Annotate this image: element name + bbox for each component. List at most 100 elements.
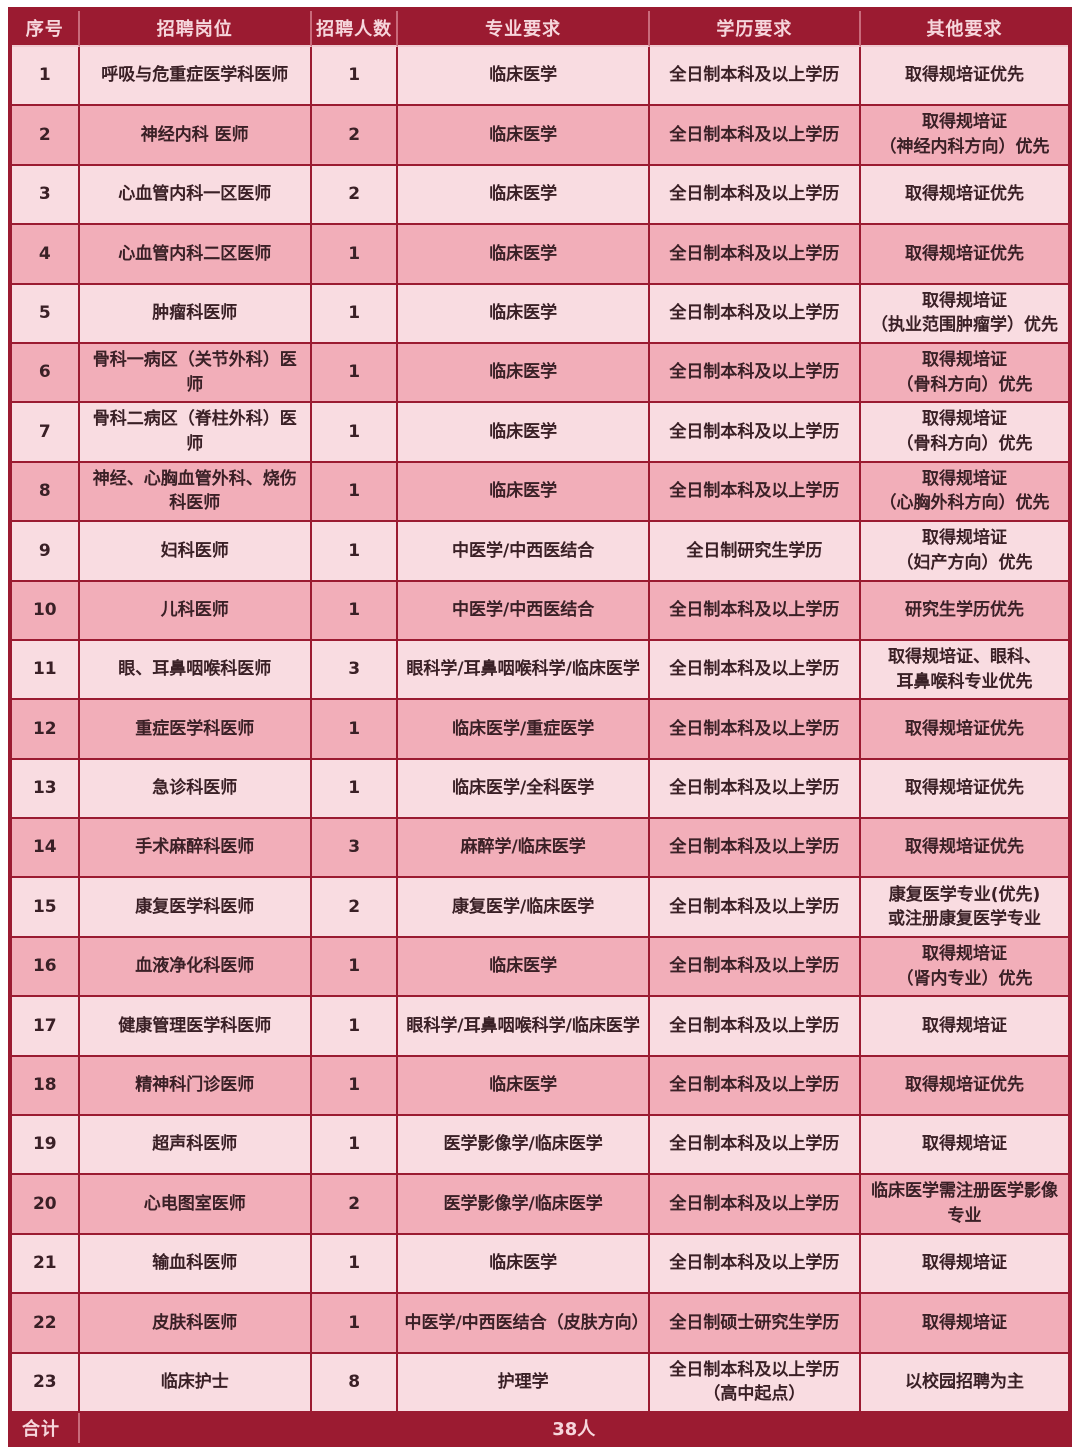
position-cell: 心血管内科一区医师 <box>79 165 312 226</box>
major-cell: 医学影像学/临床医学 <box>398 1175 650 1235</box>
education-cell: 全日制本科及以上学历 <box>649 284 861 344</box>
header-major: 专业要求 <box>398 11 650 47</box>
major-cell: 临床医学 <box>398 106 650 166</box>
table-row: 5 肿瘤科医师 1 临床医学 全日制本科及以上学历 取得规培证 （执业范围肿瘤学… <box>12 284 1068 344</box>
other-cell: 取得规培证 （神经内科方向）优先 <box>860 106 1068 166</box>
education-cell: 全日制本科及以上学历 <box>649 403 861 463</box>
major-cell: 眼科学/耳鼻咽喉科学/临床医学 <box>398 640 650 701</box>
major-cell: 护理学 <box>398 1353 650 1413</box>
education-cell: 全日制本科及以上学历 <box>649 937 861 998</box>
header-count: 招聘人数 <box>311 11 399 47</box>
education-cell: 全日制本科及以上学历 <box>649 165 861 226</box>
table-row: 13 急诊科医师 1 临床医学/全科医学 全日制本科及以上学历 取得规培证优先 <box>12 759 1068 820</box>
major-cell: 医学影像学/临床医学 <box>398 1116 650 1176</box>
other-cell: 取得规培证优先 <box>860 1056 1068 1117</box>
major-cell: 临床医学 <box>398 225 650 285</box>
education-cell: 全日制本科及以上学历 <box>649 47 861 107</box>
other-cell: 取得规培证 <box>860 1116 1068 1176</box>
row-number-cell: 13 <box>12 759 80 820</box>
major-cell: 临床医学 <box>398 1056 650 1117</box>
count-cell: 1 <box>311 225 399 285</box>
position-cell: 急诊科医师 <box>79 759 312 820</box>
table-row: 1 呼吸与危重症医学科医师 1 临床医学 全日制本科及以上学历 取得规培证优先 <box>12 47 1068 107</box>
count-cell: 1 <box>311 462 399 523</box>
education-cell: 全日制本科及以上学历 <box>649 878 861 938</box>
row-number-cell: 15 <box>12 878 80 938</box>
table-row: 16 血液净化科医师 1 临床医学 全日制本科及以上学历 取得规培证 （肾内专业… <box>12 937 1068 998</box>
row-number-cell: 20 <box>12 1175 80 1235</box>
table-row: 19 超声科医师 1 医学影像学/临床医学 全日制本科及以上学历 取得规培证 <box>12 1116 1068 1176</box>
table-row: 14 手术麻醉科医师 3 麻醉学/临床医学 全日制本科及以上学历 取得规培证优先 <box>12 819 1068 879</box>
row-number-cell: 2 <box>12 106 80 166</box>
other-cell: 取得规培证 （骨科方向）优先 <box>860 403 1068 463</box>
other-cell: 取得规培证 （肾内专业）优先 <box>860 937 1068 998</box>
table-footer: 合计 38人 <box>12 1413 1068 1443</box>
other-cell: 取得规培证、眼科、 耳鼻喉科专业优先 <box>860 640 1068 701</box>
row-number-cell: 17 <box>12 997 80 1057</box>
position-cell: 肿瘤科医师 <box>79 284 312 344</box>
row-number-cell: 12 <box>12 700 80 760</box>
education-cell: 全日制本科及以上学历 <box>649 700 861 760</box>
education-cell: 全日制本科及以上学历 <box>649 1175 861 1235</box>
row-number-cell: 9 <box>12 522 80 582</box>
major-cell: 麻醉学/临床医学 <box>398 819 650 879</box>
count-cell: 2 <box>311 165 399 226</box>
other-cell: 取得规培证 （心胸外科方向）优先 <box>860 462 1068 523</box>
table-header: 序号 招聘岗位 招聘人数 专业要求 学历要求 其他要求 <box>12 11 1068 47</box>
education-cell: 全日制本科及以上学历 <box>649 581 861 641</box>
row-number-cell: 19 <box>12 1116 80 1176</box>
major-cell: 临床医学 <box>398 343 650 404</box>
position-cell: 输血科医师 <box>79 1234 312 1295</box>
education-cell: 全日制硕士研究生学历 <box>649 1294 861 1354</box>
position-cell: 妇科医师 <box>79 522 312 582</box>
count-cell: 1 <box>311 284 399 344</box>
position-cell: 重症医学科医师 <box>79 700 312 760</box>
table-row: 12 重症医学科医师 1 临床医学/重症医学 全日制本科及以上学历 取得规培证优… <box>12 700 1068 760</box>
count-cell: 1 <box>311 581 399 641</box>
count-cell: 1 <box>311 1234 399 1295</box>
education-cell: 全日制本科及以上学历 <box>649 462 861 523</box>
major-cell: 临床医学 <box>398 462 650 523</box>
table-row: 10 儿科医师 1 中医学/中西医结合 全日制本科及以上学历 研究生学历优先 <box>12 581 1068 641</box>
count-cell: 3 <box>311 819 399 879</box>
position-cell: 康复医学科医师 <box>79 878 312 938</box>
count-cell: 1 <box>311 759 399 820</box>
count-cell: 1 <box>311 522 399 582</box>
major-cell: 临床医学/全科医学 <box>398 759 650 820</box>
other-cell: 取得规培证 <box>860 1294 1068 1354</box>
table-row: 17 健康管理医学科医师 1 眼科学/耳鼻咽喉科学/临床医学 全日制本科及以上学… <box>12 997 1068 1057</box>
other-cell: 康复医学专业(优先) 或注册康复医学专业 <box>860 878 1068 938</box>
position-cell: 皮肤科医师 <box>79 1294 312 1354</box>
major-cell: 中医学/中西医结合 <box>398 522 650 582</box>
position-cell: 骨科二病区（脊柱外科）医师 <box>79 403 312 463</box>
recruitment-table-frame: 序号 招聘岗位 招聘人数 专业要求 学历要求 其他要求 1 呼吸与危重症医学科医… <box>8 7 1072 1447</box>
total-label: 合计 <box>12 1413 80 1443</box>
count-cell: 3 <box>311 640 399 701</box>
education-cell: 全日制本科及以上学历 <box>649 819 861 879</box>
table-row: 9 妇科医师 1 中医学/中西医结合 全日制研究生学历 取得规培证 （妇产方向）… <box>12 522 1068 582</box>
education-cell: 全日制本科及以上学历 <box>649 759 861 820</box>
row-number-cell: 4 <box>12 225 80 285</box>
major-cell: 中医学/中西医结合 <box>398 581 650 641</box>
other-cell: 取得规培证 <box>860 997 1068 1057</box>
other-cell: 取得规培证优先 <box>860 47 1068 107</box>
table-row: 6 骨科一病区（关节外科）医师 1 临床医学 全日制本科及以上学历 取得规培证 … <box>12 343 1068 404</box>
other-cell: 临床医学需注册医学影像专业 <box>860 1175 1068 1235</box>
other-cell: 以校园招聘为主 <box>860 1353 1068 1413</box>
header-other: 其他要求 <box>860 11 1068 47</box>
recruitment-table: 序号 招聘岗位 招聘人数 专业要求 学历要求 其他要求 1 呼吸与危重症医学科医… <box>12 11 1068 1443</box>
major-cell: 康复医学/临床医学 <box>398 878 650 938</box>
row-number-cell: 8 <box>12 462 80 523</box>
header-education: 学历要求 <box>649 11 861 47</box>
other-cell: 取得规培证 <box>860 1234 1068 1295</box>
position-cell: 呼吸与危重症医学科医师 <box>79 47 312 107</box>
row-number-cell: 21 <box>12 1234 80 1295</box>
education-cell: 全日制本科及以上学历 <box>649 997 861 1057</box>
row-number-cell: 22 <box>12 1294 80 1354</box>
table-row: 11 眼、耳鼻咽喉科医师 3 眼科学/耳鼻咽喉科学/临床医学 全日制本科及以上学… <box>12 640 1068 701</box>
major-cell: 临床医学/重症医学 <box>398 700 650 760</box>
header-row: 序号 招聘岗位 招聘人数 专业要求 学历要求 其他要求 <box>12 11 1068 47</box>
header-position: 招聘岗位 <box>79 11 312 47</box>
table-row: 2 神经内科 医师 2 临床医学 全日制本科及以上学历 取得规培证 （神经内科方… <box>12 106 1068 166</box>
